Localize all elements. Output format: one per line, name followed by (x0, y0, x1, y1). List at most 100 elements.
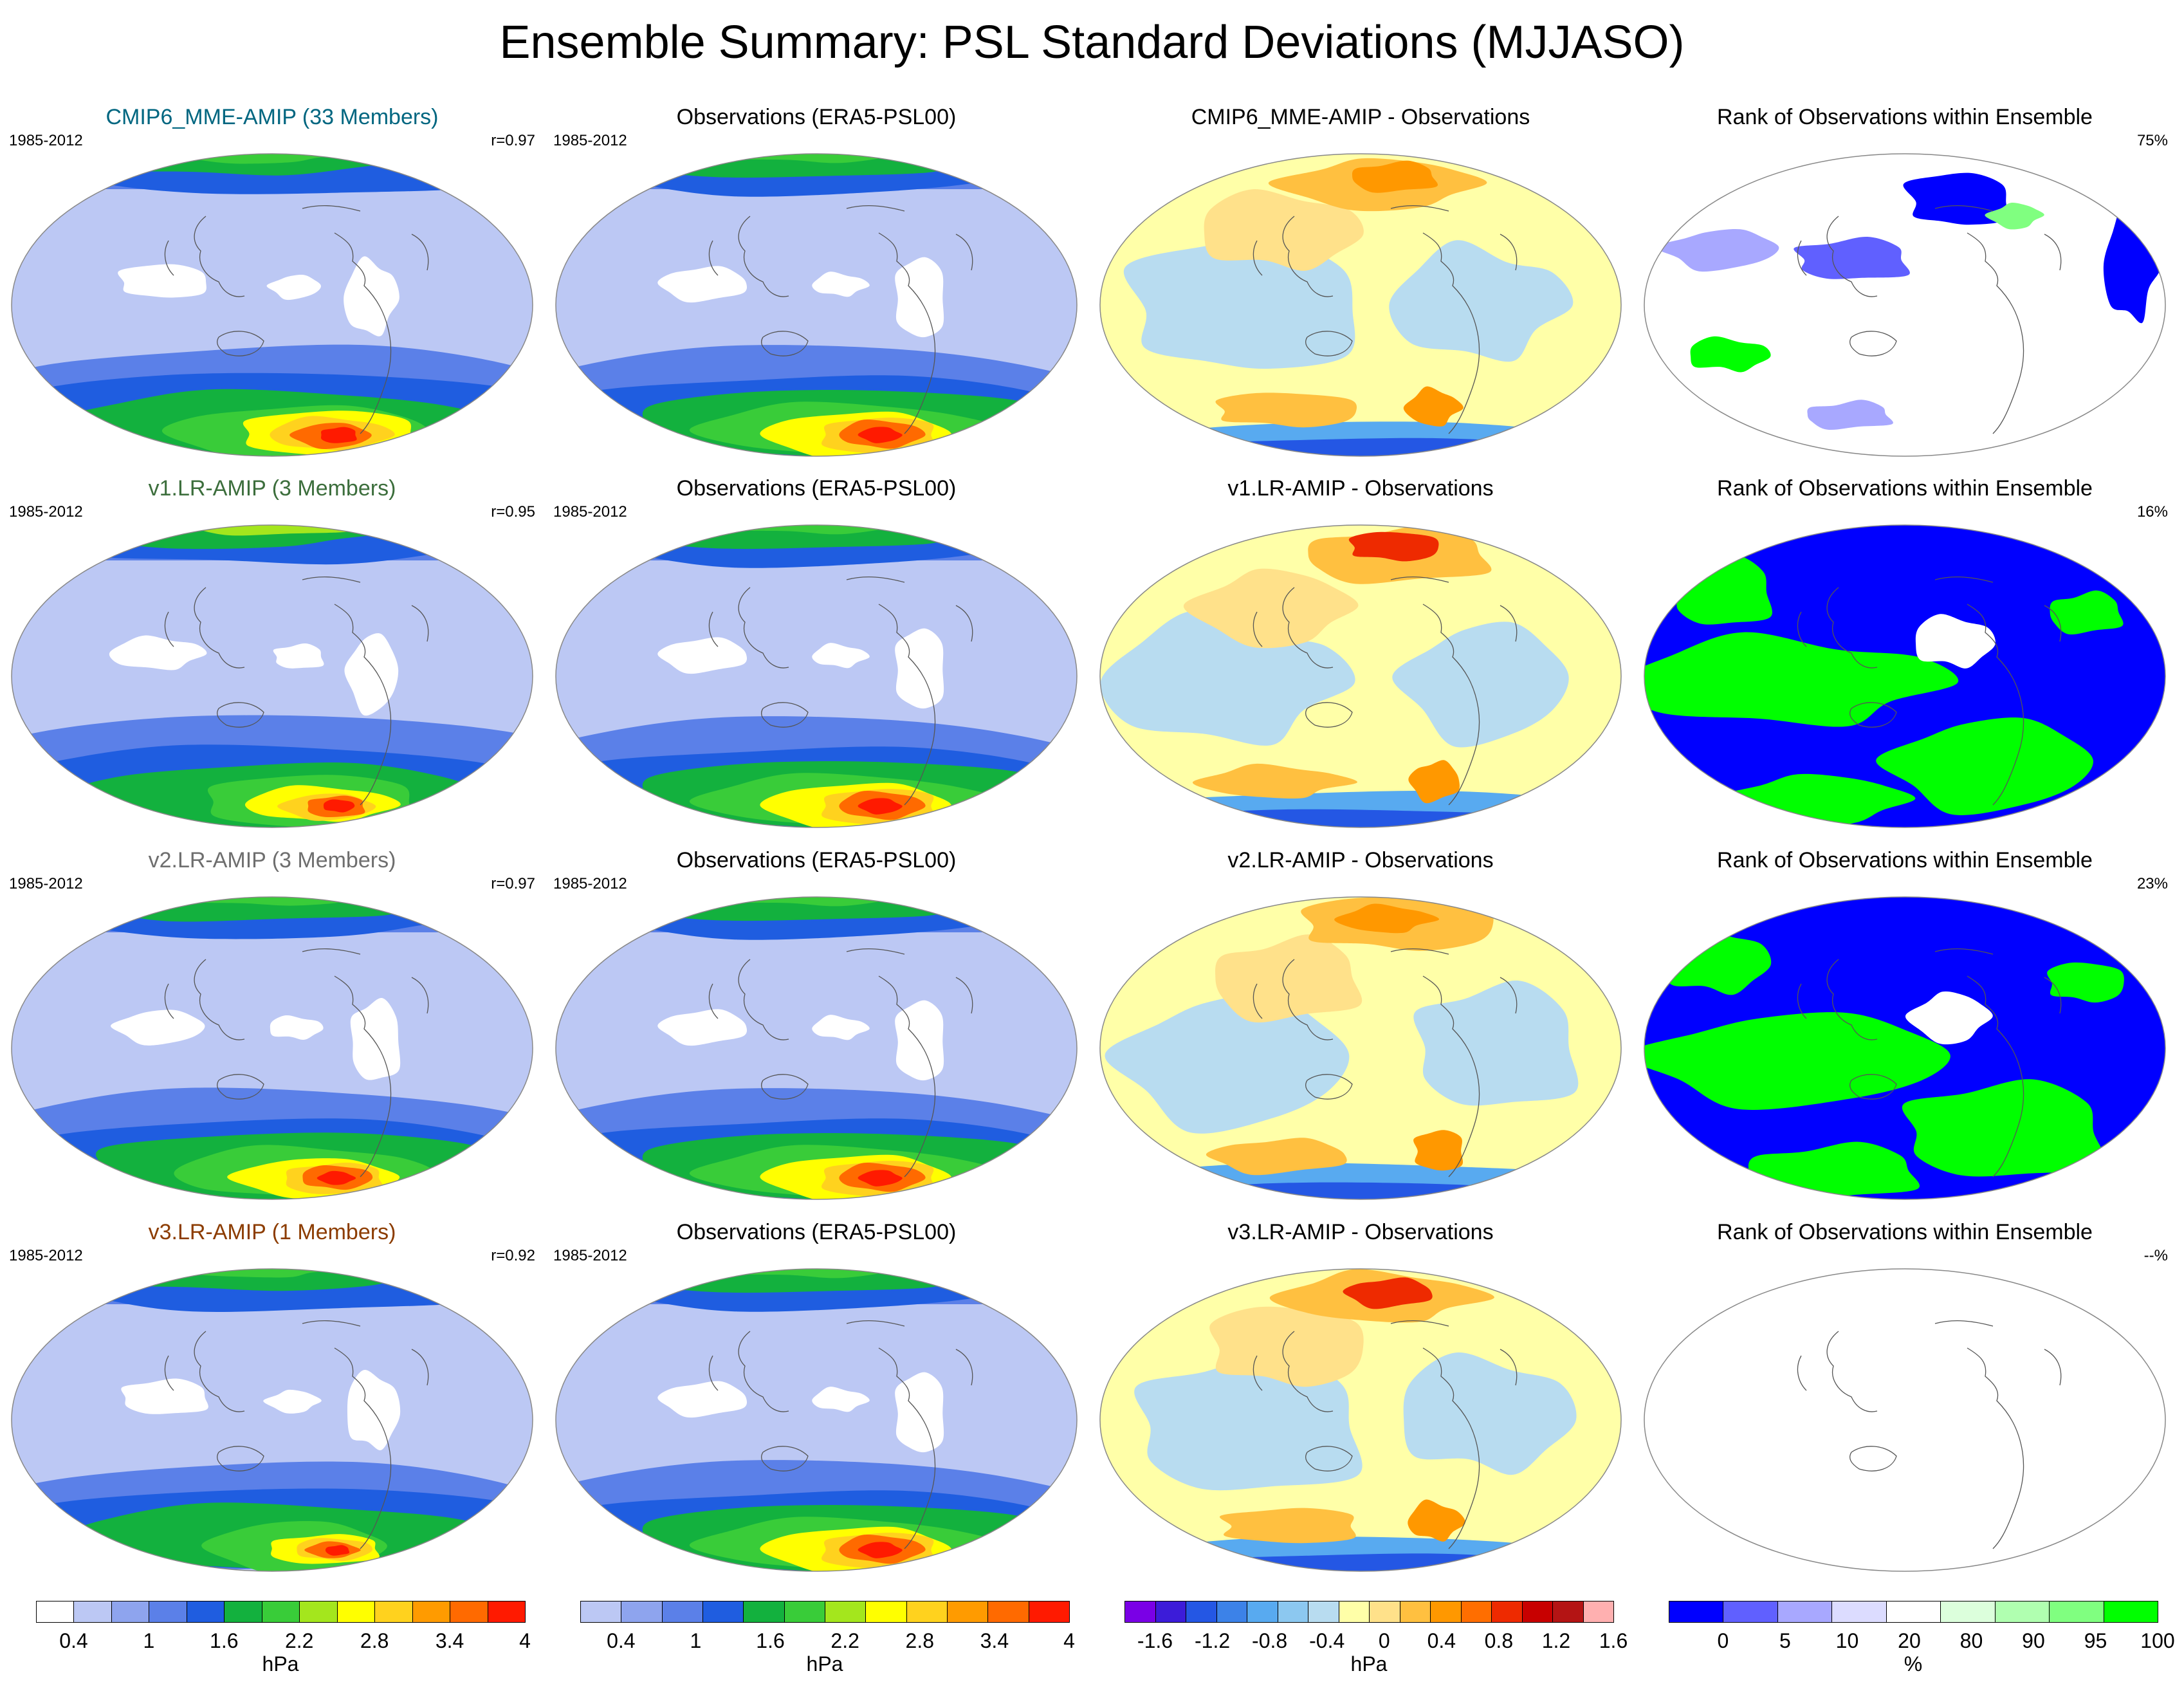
panel-obs-3: Observations (ERA5-PSL00) 1985-2012 (544, 846, 1088, 1213)
coastlines (1253, 576, 1518, 806)
period-label: 1985-2012 (9, 875, 83, 892)
colorbar-cell (336, 1601, 376, 1623)
colorbar-cell (784, 1601, 825, 1623)
colorbar-cell (865, 1601, 907, 1623)
map-field (556, 897, 1077, 1199)
panel-rank-4: Rank of Observations within Ensemble --% (1633, 1218, 2177, 1585)
colorbar-sd-model: hPa 0.4 1 1.6 2.2 2.8 3.4 4 (36, 1601, 531, 1678)
colorbar-tick-label: 2.8 (905, 1629, 935, 1652)
coastlines (708, 576, 973, 806)
sd-map (555, 1268, 1078, 1572)
colorbar-cell (1583, 1601, 1614, 1623)
colorbar-sd-obs: hPa 0.4 1 1.6 2.2 2.8 3.4 4 (580, 1601, 1075, 1678)
correlation-label: r=0.97 (491, 875, 535, 892)
map-outline (1644, 1268, 2166, 1572)
colorbar-units: hPa (806, 1652, 843, 1675)
panel-obs-2: Observations (ERA5-PSL00) 1985-2012 (544, 474, 1088, 841)
colorbar-cell (1155, 1601, 1186, 1623)
map-field (556, 154, 1077, 456)
map-outline (11, 524, 533, 828)
colorbar-cell (149, 1601, 187, 1623)
coastlines (708, 948, 973, 1177)
panel-model-3: v2.LR-AMIP (3 Members) 1985-2012 r=0.97 (0, 846, 544, 1213)
colorbar-rank: % 0 5 10 20 80 90 95 100 (1669, 1601, 2175, 1678)
sd-map (555, 153, 1078, 457)
period-label: 1985-2012 (9, 1247, 83, 1264)
period-label: 1985-2012 (553, 503, 627, 521)
colorbar-tick-label: 20 (1898, 1629, 1921, 1652)
coastlines (1797, 576, 2062, 806)
colorbar-cell (1399, 1601, 1431, 1623)
map-field (1644, 897, 2165, 1199)
panel-title: v1.LR-AMIP (3 Members) (148, 476, 396, 501)
colorbar-tick-label: 3.4 (435, 1629, 464, 1652)
colorbar-cell (186, 1601, 225, 1623)
period-label: 1985-2012 (553, 875, 627, 892)
correlation-label: r=0.95 (491, 503, 535, 521)
colorbar-cell (73, 1601, 112, 1623)
colorbar-cell (450, 1601, 488, 1623)
colorbar-cell (1777, 1601, 1833, 1623)
colorbar-cell (1669, 1601, 1724, 1623)
coastlines (1253, 948, 1518, 1177)
colorbar-cell (1430, 1601, 1462, 1623)
colorbar-tick-label: 0.8 (1484, 1629, 1514, 1652)
colorbar-tick-label: -1.2 (1194, 1629, 1231, 1652)
panel-obs-4: Observations (ERA5-PSL00) 1985-2012 (544, 1218, 1088, 1585)
panel-title: v2.LR-AMIP (3 Members) (148, 848, 396, 872)
difference-map (1099, 1268, 1622, 1572)
colorbar-cell (2103, 1601, 2158, 1623)
colorbar-tick-label: -0.4 (1309, 1629, 1345, 1652)
map-field (12, 1269, 533, 1571)
map-field (1100, 525, 1621, 827)
colorbar-cell (987, 1601, 1029, 1623)
map-field (1644, 154, 2165, 456)
coastlines (1797, 1320, 2062, 1549)
rank-percent-label: 75% (2136, 132, 2168, 149)
panel-obs-1: Observations (ERA5-PSL00) 1985-2012 (544, 103, 1088, 470)
colorbar-cell (702, 1601, 744, 1623)
panel-model-4: v3.LR-AMIP (1 Members) 1985-2012 r=0.92 (0, 1218, 544, 1585)
coastlines (164, 1320, 429, 1549)
map-outline (1099, 896, 1622, 1200)
panel-title: Observations (ERA5-PSL00) (676, 1220, 957, 1244)
map-field (556, 525, 1077, 827)
map-outline (11, 896, 533, 1200)
panel-diff-4: v3.LR-AMIP - Observations (1088, 1218, 1633, 1585)
panel-title: v1.LR-AMIP - Observations (1227, 476, 1494, 501)
panel-title: v3.LR-AMIP (1 Members) (148, 1220, 396, 1244)
colorbar-tick-label: 0 (1717, 1629, 1729, 1652)
map-field (1100, 154, 1621, 456)
sd-map (11, 1268, 533, 1572)
panel-title: v3.LR-AMIP - Observations (1227, 1220, 1494, 1244)
colorbar-tick-label: 4 (519, 1629, 531, 1652)
map-outline (555, 1268, 1078, 1572)
coastlines (1797, 205, 2062, 434)
panel-title: Rank of Observations within Ensemble (1717, 848, 2093, 872)
colorbar-tick-label: 90 (2022, 1629, 2045, 1652)
map-outline (1099, 153, 1622, 457)
coastlines (164, 576, 429, 806)
colorbar-units: % (1904, 1652, 1923, 1675)
colorbar-tick-label: 0.4 (607, 1629, 636, 1652)
map-outline (1644, 153, 2166, 457)
colorbar-cell (743, 1601, 785, 1623)
colorbar-units: hPa (262, 1652, 299, 1675)
colorbar-cell (1552, 1601, 1584, 1623)
colorbar-cell (1124, 1601, 1156, 1623)
rank-percent-label: 16% (2136, 503, 2168, 521)
panel-model-2: v1.LR-AMIP (3 Members) 1985-2012 r=0.95 (0, 474, 544, 841)
colorbar-tick-label: 1.6 (756, 1629, 785, 1652)
sd-map (555, 524, 1078, 828)
map-field (12, 897, 533, 1199)
map-outline (1644, 896, 2166, 1200)
colorbar-cell (111, 1601, 150, 1623)
colorbar-cell (1308, 1601, 1339, 1623)
colorbar-cell (1247, 1601, 1278, 1623)
sd-map (11, 524, 533, 828)
colorbar-tick-label: 2.2 (284, 1629, 314, 1652)
colorbar-tick-label: 2.8 (360, 1629, 389, 1652)
map-field (12, 525, 533, 827)
colorbar-tick-label: 3.4 (980, 1629, 1009, 1652)
colorbar-tick-label: 0.4 (59, 1629, 88, 1652)
